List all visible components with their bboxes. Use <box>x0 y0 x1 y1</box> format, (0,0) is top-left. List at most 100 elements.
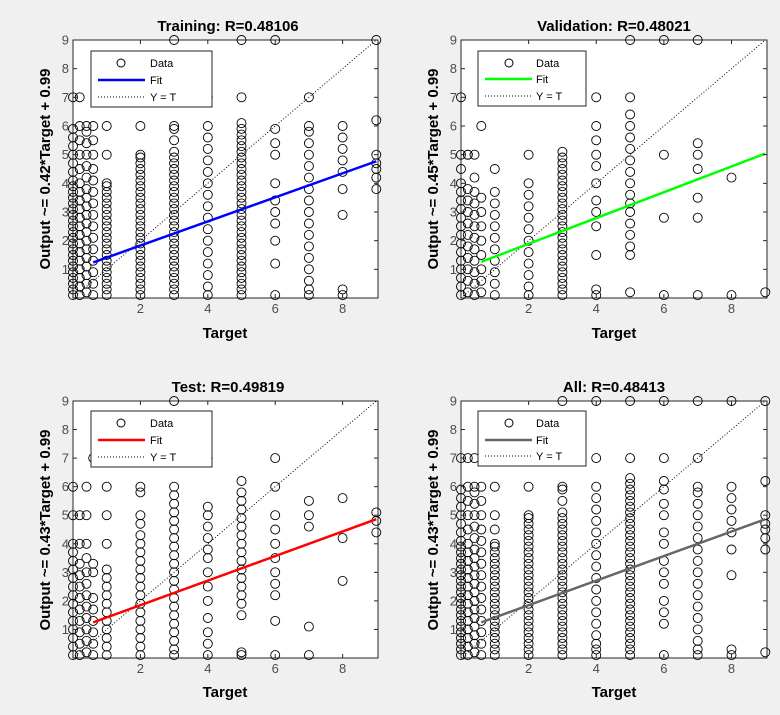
data-point <box>68 92 78 103</box>
data-point <box>591 638 602 649</box>
data-point <box>523 575 534 586</box>
data-point <box>591 135 602 146</box>
data-point <box>523 553 534 564</box>
data-point <box>456 541 466 552</box>
data-point <box>591 550 602 561</box>
data-point <box>88 638 99 649</box>
data-point <box>557 152 568 163</box>
data-point <box>557 507 568 518</box>
data-point <box>523 644 534 655</box>
data-point <box>692 590 703 601</box>
fit-line-path <box>480 518 766 624</box>
data-point <box>456 484 466 495</box>
data-point <box>88 232 99 243</box>
data-point <box>557 198 568 209</box>
x-ticks: 2 4 6 8 <box>137 401 346 676</box>
data-point <box>202 143 213 154</box>
y-tick-label: 8 <box>62 61 69 76</box>
data-point <box>692 453 703 464</box>
data-point <box>625 507 636 518</box>
x-tick-label: 6 <box>272 301 279 316</box>
data-point <box>101 573 112 583</box>
data-point <box>489 598 500 609</box>
data-point <box>101 178 112 189</box>
data-point <box>88 627 99 638</box>
data-point <box>625 610 636 621</box>
data-point <box>625 587 636 598</box>
data-point <box>81 510 92 521</box>
data-point <box>692 510 703 521</box>
data-point <box>236 476 247 486</box>
data-point <box>68 204 78 215</box>
data-point <box>476 593 487 603</box>
data-point <box>489 267 500 278</box>
legend-label-identity: Y = T <box>536 451 562 463</box>
data-point <box>169 481 180 492</box>
identity-line <box>460 39 766 299</box>
y-tick-label: 1 <box>62 622 69 637</box>
data-point <box>68 284 78 295</box>
data-point <box>68 481 78 492</box>
data-point <box>625 535 636 546</box>
data-point <box>692 578 703 589</box>
data-point <box>371 149 382 160</box>
data-point <box>169 644 180 655</box>
data-point <box>658 538 669 549</box>
y-tick-label: 5 <box>450 508 457 523</box>
data-point <box>236 290 247 301</box>
data-point <box>68 538 78 549</box>
data-point <box>469 638 480 649</box>
data-point <box>489 232 500 243</box>
data-point <box>202 258 213 269</box>
data-point <box>270 510 281 521</box>
x-tick-label: 2 <box>525 661 532 676</box>
data-point <box>591 650 602 661</box>
data-point <box>202 224 213 235</box>
data-point <box>726 650 737 661</box>
data-point <box>81 161 92 172</box>
data-point <box>169 146 180 157</box>
data-point <box>74 638 85 649</box>
data-point <box>202 121 213 131</box>
data-point <box>591 290 602 301</box>
data-point <box>625 547 636 558</box>
data-point <box>476 558 487 569</box>
data-point <box>523 633 534 643</box>
data-point <box>74 593 85 603</box>
data-point <box>489 278 500 289</box>
y-tick-label: 1 <box>450 622 457 637</box>
data-point <box>591 595 602 606</box>
identity-line-path <box>72 39 377 299</box>
data-point <box>625 490 636 501</box>
data-point <box>625 650 636 661</box>
data-point <box>236 215 247 226</box>
data-point <box>658 35 669 45</box>
data-point <box>557 186 568 197</box>
data-point <box>625 287 636 298</box>
data-point <box>489 244 500 255</box>
data-point <box>726 570 737 581</box>
data-point <box>270 149 281 160</box>
legend-label-data: Data <box>536 418 560 430</box>
data-point <box>625 155 636 166</box>
data-point <box>658 149 669 160</box>
data-point <box>658 290 669 301</box>
data-point <box>726 515 737 526</box>
data-point <box>169 186 180 197</box>
y-ticks: 1 2 3 4 5 6 7 8 9 <box>62 394 378 637</box>
data-point <box>760 524 771 535</box>
y-tick-label: 2 <box>450 593 457 608</box>
data-point <box>88 121 99 131</box>
data-point <box>469 510 480 521</box>
data-point <box>371 527 382 538</box>
data-point <box>236 135 247 146</box>
data-point <box>469 267 480 278</box>
data-point <box>88 186 99 197</box>
data-point <box>489 570 500 581</box>
data-point <box>68 238 78 249</box>
data-point <box>202 281 213 292</box>
data-point <box>169 123 180 134</box>
data-point <box>236 238 247 249</box>
data-point <box>489 553 500 564</box>
data-point <box>81 184 92 195</box>
